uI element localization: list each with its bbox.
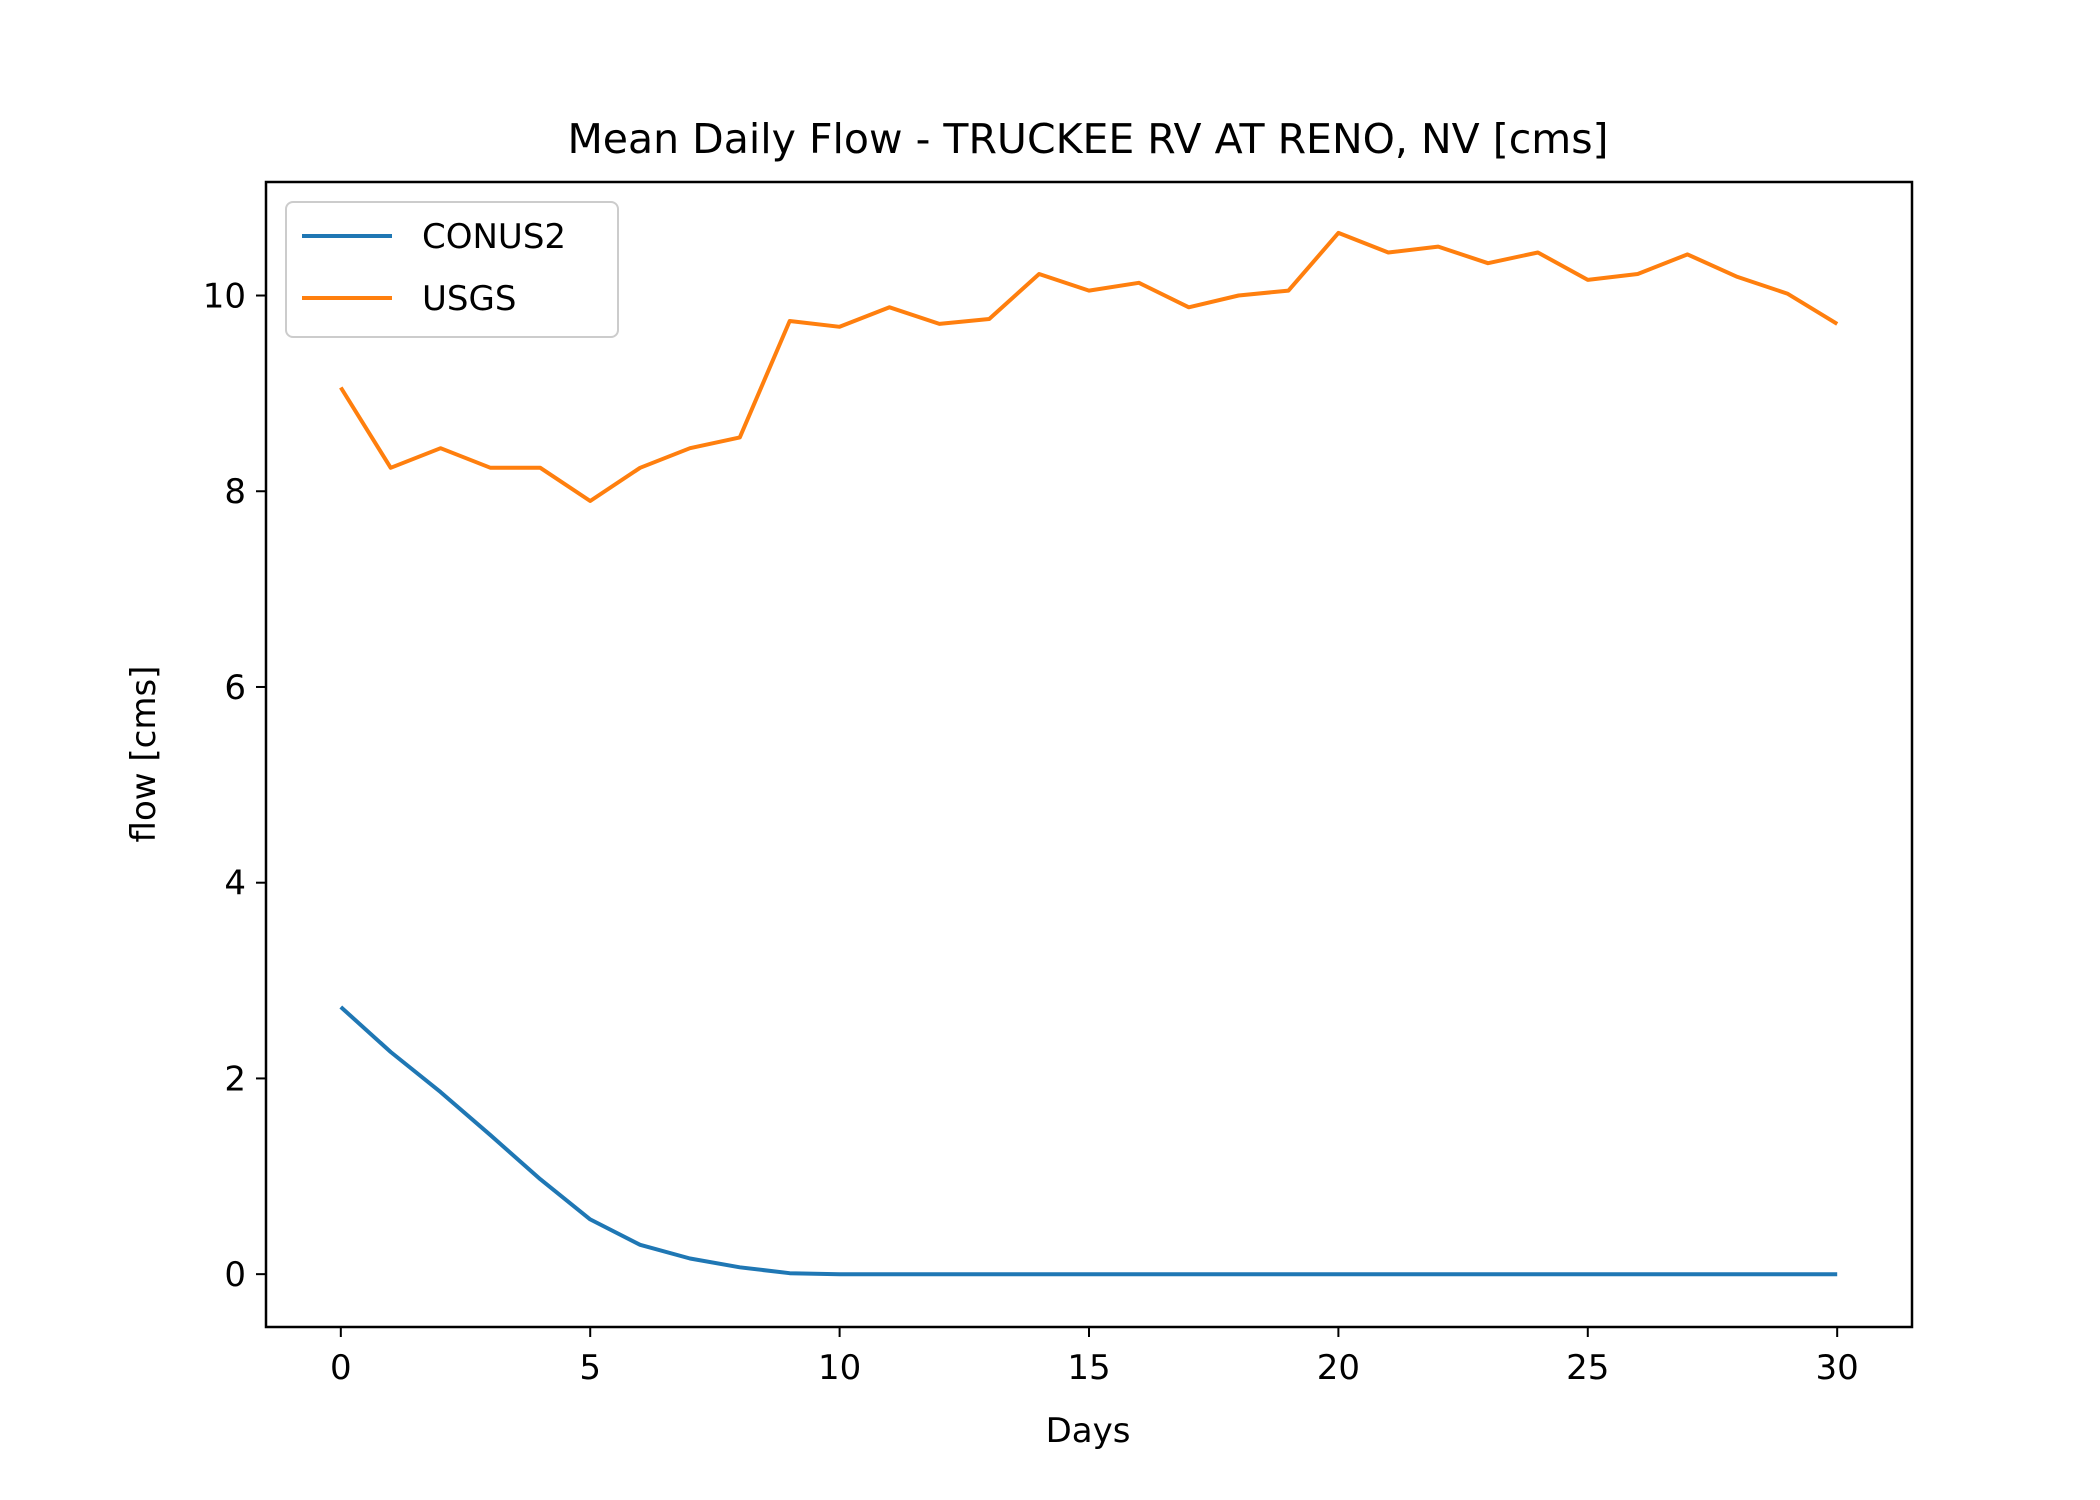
x-tick-label: 0 — [330, 1348, 352, 1388]
series-line-usgs — [339, 230, 1839, 503]
x-tick-label: 10 — [818, 1348, 861, 1388]
x-tick-label: 5 — [579, 1348, 601, 1388]
x-tick-label: 20 — [1317, 1348, 1360, 1388]
x-axis-title: Days — [1046, 1411, 1131, 1451]
x-tick-label: 25 — [1566, 1348, 1609, 1388]
legend-label-usgs: USGS — [422, 279, 516, 319]
y-tick-label: 10 — [203, 277, 246, 317]
series-layer — [339, 230, 1839, 1277]
chart-title: Mean Daily Flow - TRUCKEE RV AT RENO, NV… — [567, 115, 1608, 163]
y-axis-title: flow [cms] — [124, 666, 164, 843]
y-axis: 0 2 4 6 8 10 — [203, 277, 266, 1295]
y-tick-label: 8 — [224, 472, 246, 512]
y-tick-label: 2 — [224, 1059, 246, 1099]
legend: CONUS2 USGS — [285, 201, 619, 338]
x-tick-label: 15 — [1067, 1348, 1110, 1388]
y-tick-label: 6 — [224, 668, 246, 708]
y-tick-label: 0 — [224, 1255, 246, 1295]
x-axis: 0 5 10 15 20 25 30 — [330, 1327, 1859, 1388]
legend-label-conus2: CONUS2 — [422, 217, 566, 257]
series-line-conus2 — [339, 1005, 1838, 1277]
y-tick-label: 4 — [224, 864, 246, 904]
x-tick-label: 30 — [1816, 1348, 1859, 1388]
